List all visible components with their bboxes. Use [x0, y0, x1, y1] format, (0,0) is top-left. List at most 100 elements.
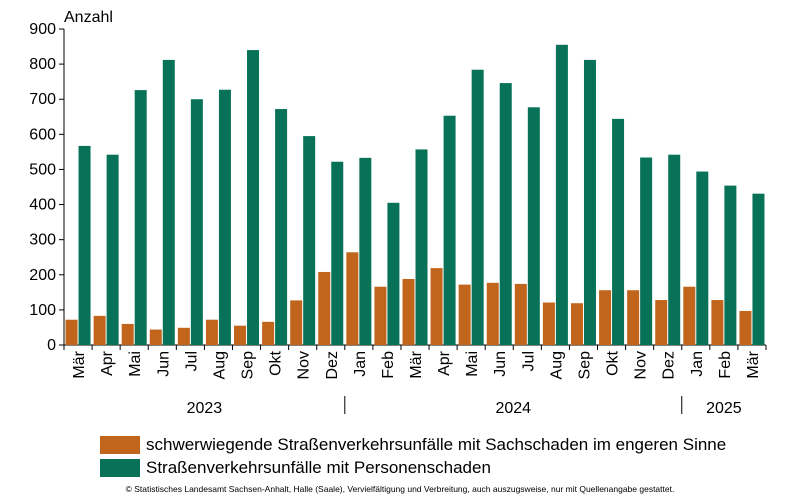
bar-personenschaden: [668, 154, 681, 345]
x-tick-label: Mai: [464, 351, 481, 377]
bar-personenschaden: [78, 145, 91, 345]
x-tick-label: Jan: [689, 351, 706, 377]
x-tick-label: Nov: [633, 351, 650, 379]
x-tick-label: Aug: [548, 351, 565, 379]
y-tick-label: 0: [47, 337, 56, 354]
bar-sachschaden: [318, 271, 331, 345]
bar-sachschaden: [514, 283, 527, 345]
x-tick-label: Apr: [99, 350, 116, 376]
x-tick-label: Jun: [155, 351, 172, 377]
y-tick-label: 600: [29, 126, 56, 143]
bar-personenschaden: [499, 83, 512, 346]
y-tick-label: 400: [29, 197, 56, 214]
x-tick-label: Okt: [605, 350, 622, 375]
bar-sachschaden: [655, 300, 668, 345]
bar-personenschaden: [612, 118, 625, 345]
bar-personenschaden: [555, 44, 568, 346]
bar-sachschaden: [570, 303, 583, 345]
bar-personenschaden: [359, 157, 372, 345]
y-tick-label: 200: [29, 267, 56, 284]
bar-personenschaden: [247, 50, 260, 346]
bar-personenschaden: [415, 149, 428, 345]
bar-personenschaden: [443, 115, 456, 345]
bar-sachschaden: [290, 300, 303, 345]
bar-sachschaden: [177, 327, 190, 345]
bar-sachschaden: [205, 319, 218, 345]
bar-sachschaden: [683, 286, 696, 345]
bar-personenschaden: [696, 171, 709, 345]
y-tick-label: 800: [29, 56, 56, 73]
x-tick-label: Mär: [408, 350, 425, 378]
x-tick-label: Mai: [127, 351, 144, 377]
x-tick-label: Mär: [745, 350, 762, 378]
legend-label-personenschaden: Straßenverkehrsunfälle mit Personenschad…: [146, 458, 491, 477]
x-tick-label: Sep: [240, 351, 257, 380]
bar-personenschaden: [106, 154, 119, 345]
x-tick-label: Feb: [717, 351, 734, 379]
y-tick-label: 700: [29, 91, 56, 108]
x-tick-label: Jul: [183, 351, 200, 371]
year-label: 2025: [706, 400, 742, 417]
y-ticks: 0 100 200 300 400 500 600 700 800 900: [29, 21, 64, 354]
bar-personenschaden: [724, 185, 737, 345]
bar-personenschaden: [134, 90, 147, 346]
legend-swatch-personenschaden: [100, 459, 140, 477]
bar-personenschaden: [471, 69, 484, 346]
legend-item-sachschaden: schwerwiegende Straßenverkehrsunfälle mi…: [100, 435, 790, 455]
x-tick-label: Nov: [296, 351, 313, 379]
bar-personenschaden: [218, 89, 231, 346]
y-tick-label: 500: [29, 161, 56, 178]
bar-sachschaden: [65, 319, 78, 345]
bar-personenschaden: [583, 59, 596, 346]
x-tick-label: Dez: [661, 351, 678, 379]
bar-sachschaden: [627, 290, 640, 345]
year-label: 2023: [187, 400, 223, 417]
x-tick-label: Jun: [492, 351, 509, 377]
x-tick-label: Mär: [71, 350, 88, 378]
bar-personenschaden: [162, 59, 175, 346]
bar-sachschaden: [458, 284, 471, 345]
bar-sachschaden: [599, 290, 612, 345]
bar-personenschaden: [387, 202, 400, 345]
copyright-footer: © Statistisches Landesamt Sachsen-Anhalt…: [125, 484, 675, 494]
y-tick-label: 900: [29, 21, 56, 38]
legend-item-personenschaden: Straßenverkehrsunfälle mit Personenschad…: [100, 458, 790, 478]
x-tick-label: Jan: [352, 351, 369, 377]
bar-sachschaden: [430, 268, 443, 345]
bar-personenschaden: [331, 161, 344, 345]
year-labels: 2023 2024 2025: [187, 396, 742, 417]
x-tick-label: Apr: [436, 350, 453, 376]
bar-personenschaden: [640, 157, 653, 345]
legend-label-sachschaden: schwerwiegende Straßenverkehrsunfälle mi…: [146, 435, 727, 454]
bar-sachschaden: [739, 310, 752, 345]
bar-sachschaden: [542, 302, 555, 345]
bar-sachschaden: [262, 321, 275, 345]
bar-sachschaden: [234, 325, 247, 345]
x-tick-label: Sep: [576, 351, 593, 380]
legend-swatch-sachschaden: [100, 436, 140, 454]
x-tick-label: Aug: [211, 351, 228, 379]
bar-personenschaden: [752, 193, 765, 345]
x-tick-label: Dez: [324, 351, 341, 379]
y-tick-label: 300: [29, 232, 56, 249]
x-tick-label: Okt: [268, 350, 285, 375]
x-tick-label: Feb: [380, 351, 397, 379]
y-tick-label: 100: [29, 302, 56, 319]
bar-personenschaden: [303, 136, 316, 345]
bar-sachschaden: [346, 252, 359, 345]
bar-sachschaden: [149, 329, 162, 345]
bar-sachschaden: [486, 282, 499, 345]
bar-personenschaden: [190, 99, 203, 345]
bar-sachschaden: [121, 323, 134, 345]
x-tick-label: Jul: [520, 351, 537, 371]
bar-sachschaden: [374, 286, 387, 345]
year-label: 2024: [495, 400, 531, 417]
bar-sachschaden: [402, 278, 415, 345]
bar-sachschaden: [711, 300, 724, 345]
bars: [65, 44, 765, 346]
x-ticks: Mär Apr Mai Jun Jul Aug Sep Okt Nov Dez Jan Feb Mär A…: [63, 345, 767, 380]
bar-personenschaden: [275, 109, 288, 345]
bar-chart: Anzahl 0 100 200 300 400 500 600 700 800 900 Mär A…: [29, 9, 767, 417]
y-axis-title: Anzahl: [64, 9, 113, 26]
bar-sachschaden: [93, 315, 106, 345]
